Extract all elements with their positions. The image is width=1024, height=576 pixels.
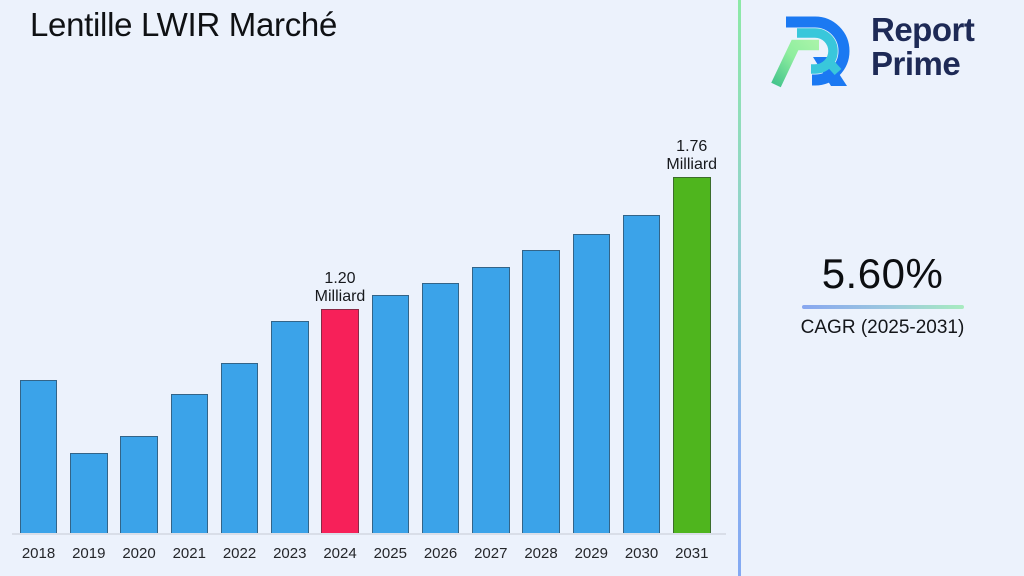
report-prime-logo: Report Prime (771, 11, 975, 91)
bar-2029 (572, 234, 610, 533)
annotation-line: 1.20 (324, 270, 356, 287)
cagr-label: CAGR (2025-2031) (800, 316, 965, 338)
bar-2018 (19, 380, 58, 533)
x-tick-2022: 2022 (222, 545, 257, 562)
x-axis-line (12, 533, 726, 535)
logo-text-prime: Prime (871, 45, 961, 82)
x-tick-2030: 2030 (624, 545, 659, 562)
bar-2021 (170, 394, 208, 533)
bar-2020 (120, 436, 158, 533)
x-tick-2025: 2025 (373, 545, 407, 562)
x-tick-2019: 2019 (72, 545, 106, 562)
x-tick-2029: 2029 (574, 545, 608, 562)
bar-2028 (522, 250, 560, 533)
logo-text-report: Report (871, 11, 975, 48)
bar-annotation-2024: 1.20 Milliard (292, 270, 388, 305)
bar-2019 (70, 453, 108, 533)
bar-annotation-2031: 1.76 Milliard (644, 138, 740, 173)
bar-2024 (321, 309, 359, 533)
logo-text: Report Prime (871, 11, 975, 82)
bar-2025 (371, 295, 409, 533)
x-tick-2028: 2028 (524, 545, 558, 562)
annotation-line: 1.76 (676, 138, 708, 155)
cagr-block: 5.60% CAGR (2025-2031) (741, 250, 1024, 339)
cagr-underline (801, 305, 964, 309)
bar-2030 (622, 215, 661, 533)
bar-2026 (421, 283, 460, 533)
x-tick-2023: 2023 (273, 545, 307, 562)
x-tick-2026: 2026 (423, 545, 458, 562)
cagr-value: 5.60% (821, 250, 944, 297)
page-title: Lentille LWIR Marché (30, 6, 338, 43)
x-tick-2027: 2027 (474, 545, 508, 562)
plot-area: 2018 2019 2020 2021 2022 2023 2024 1.20 Milliard… (12, 138, 740, 562)
x-tick-2021: 2021 (172, 545, 206, 562)
bar-2027 (472, 267, 510, 533)
x-tick-2024: 2024 (323, 545, 357, 562)
bar-2023 (271, 321, 309, 533)
bar-2022 (220, 363, 259, 533)
annotation-line: Milliard (666, 155, 718, 173)
section-divider (738, 0, 741, 576)
report-prime-logo-icon (771, 16, 850, 88)
right-panel: Report Prime 5.60% CAGR (2025-2031) (741, 0, 1024, 576)
x-tick-2018: 2018 (21, 545, 56, 562)
bar-2031 (673, 177, 711, 533)
x-tick-2031: 2031 (675, 545, 709, 562)
x-tick-2020: 2020 (122, 545, 156, 562)
annotation-line: Milliard (314, 287, 366, 305)
